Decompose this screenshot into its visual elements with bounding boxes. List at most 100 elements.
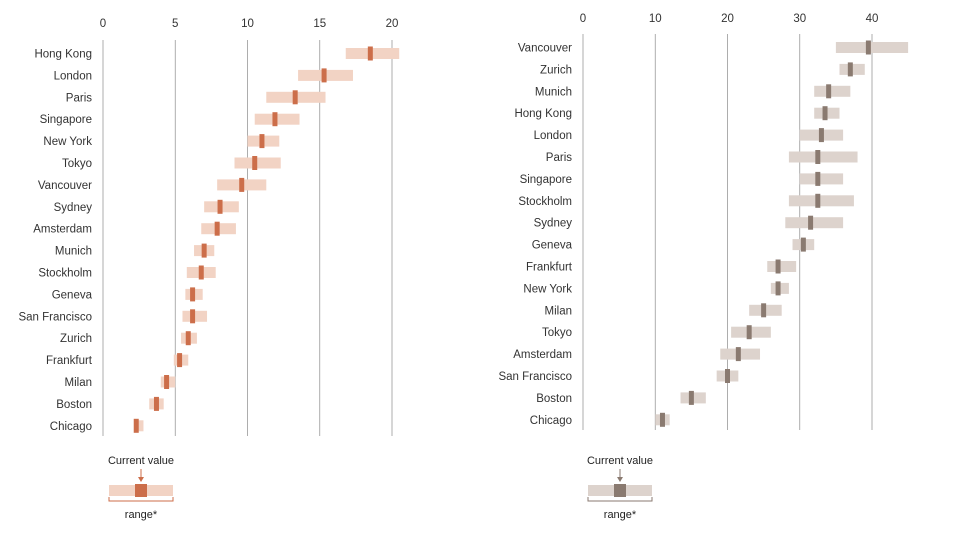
right-current-marker	[688, 390, 694, 405]
left-category-label: London	[54, 70, 92, 82]
right-current-marker	[815, 150, 821, 164]
right-range-bar	[788, 195, 854, 207]
left-category-label: San Francisco	[18, 311, 92, 323]
left-category-label: Chicago	[50, 421, 92, 433]
right-current-marker	[659, 412, 665, 427]
right-category-label: San Francisco	[498, 371, 572, 383]
right-current-marker	[818, 128, 824, 143]
right-category-label: Frankfurt	[526, 262, 573, 274]
right-current-marker	[815, 171, 821, 186]
left-current-marker	[214, 221, 220, 236]
left-current-marker	[321, 68, 327, 83]
left-category-label: Milan	[65, 377, 92, 389]
right-legend-range-bracket	[587, 497, 653, 502]
left-current-marker	[177, 353, 183, 368]
right-x-tick-label: 20	[721, 13, 734, 25]
left-current-marker	[185, 331, 191, 346]
right-current-marker	[775, 259, 781, 274]
right-category-label: Vancouver	[518, 43, 572, 55]
right-current-marker	[847, 62, 853, 77]
left-current-marker	[164, 375, 170, 389]
right-legend: Current value range*	[587, 455, 653, 521]
left-current-marker	[259, 134, 265, 149]
left-category-label: New York	[43, 136, 92, 148]
right-current-marker	[746, 325, 752, 340]
left-chart: 0 5 10 15 20 Hong Kong London Paris Singapore New…	[18, 18, 400, 521]
left-current-marker	[133, 418, 139, 433]
left-current-marker	[217, 199, 223, 214]
left-current-marker	[153, 396, 159, 411]
left-category-label: Paris	[66, 92, 92, 104]
left-current-marker	[201, 243, 207, 258]
left-category-label: Singapore	[40, 114, 92, 126]
left-range-bar	[234, 157, 281, 169]
left-legend-range-label: range*	[125, 509, 158, 521]
left-legend: Current value range*	[108, 455, 174, 521]
right-legend-arrow-icon	[617, 477, 623, 482]
left-category-label: Amsterdam	[33, 224, 92, 236]
left-x-tick-label: 10	[241, 18, 254, 30]
right-current-marker	[865, 40, 871, 55]
left-category-label: Vancouver	[38, 180, 92, 192]
right-range-bar	[788, 151, 858, 163]
left-current-marker	[190, 287, 196, 302]
left-legend-current-label: Current value	[108, 455, 174, 467]
left-category-label: Munich	[55, 246, 92, 258]
right-category-label: Munich	[535, 86, 572, 98]
right-current-marker	[822, 106, 828, 121]
right-x-tick-label: 40	[866, 13, 879, 25]
right-category-label: London	[534, 130, 572, 142]
right-current-marker	[800, 237, 806, 252]
left-current-marker	[252, 156, 258, 170]
right-x-tick-label: 10	[649, 13, 662, 25]
right-category-label: Stockholm	[518, 196, 572, 208]
right-current-marker	[735, 347, 741, 362]
left-category-label: Boston	[56, 399, 92, 411]
right-legend-range-label: range*	[604, 509, 637, 521]
right-category-label: Chicago	[530, 415, 572, 427]
right-category-label: Amsterdam	[513, 349, 572, 361]
left-x-tick-label: 0	[100, 18, 106, 30]
left-current-marker	[272, 112, 278, 127]
right-current-marker	[815, 193, 821, 208]
right-range-bar	[799, 173, 844, 185]
left-category-label: Stockholm	[38, 268, 92, 280]
right-range-bar	[785, 217, 844, 229]
right-category-label: Sydney	[534, 218, 573, 230]
right-x-tick-label: 30	[793, 13, 806, 25]
right-legend-current-label: Current value	[587, 455, 653, 467]
left-category-label: Zurich	[60, 333, 92, 345]
right-chart: 0 10 20 30 40 Vancouver Zurich Munich Hong Kong L…	[498, 13, 909, 521]
right-current-marker	[826, 84, 832, 99]
left-current-marker	[367, 46, 373, 61]
right-x-tick-label: 0	[580, 13, 586, 25]
left-legend-arrow-icon	[138, 477, 144, 482]
left-current-marker	[292, 90, 298, 105]
right-category-label: Singapore	[520, 174, 572, 186]
right-category-label: Tokyo	[542, 327, 572, 339]
right-legend-current-marker	[614, 484, 626, 497]
left-current-marker	[190, 309, 196, 324]
left-category-label: Hong Kong	[34, 49, 92, 61]
right-current-marker	[761, 303, 767, 318]
right-current-marker	[725, 369, 730, 383]
left-x-tick-label: 20	[386, 18, 399, 30]
right-current-marker	[775, 281, 781, 296]
right-category-label: Hong Kong	[514, 108, 572, 120]
right-range-bar	[814, 85, 851, 97]
left-category-label: Tokyo	[62, 158, 92, 170]
left-legend-current-marker	[135, 484, 147, 497]
left-current-marker	[239, 177, 245, 192]
right-range-bar	[767, 261, 797, 272]
right-category-label: New York	[523, 283, 572, 295]
right-range-bar	[835, 42, 909, 53]
right-category-label: Milan	[545, 305, 572, 317]
left-range-bar	[134, 420, 144, 432]
right-category-label: Zurich	[540, 64, 572, 76]
right-category-label: Paris	[546, 152, 572, 164]
left-category-label: Frankfurt	[46, 355, 93, 367]
left-current-marker	[198, 265, 204, 280]
right-current-marker	[808, 215, 814, 230]
